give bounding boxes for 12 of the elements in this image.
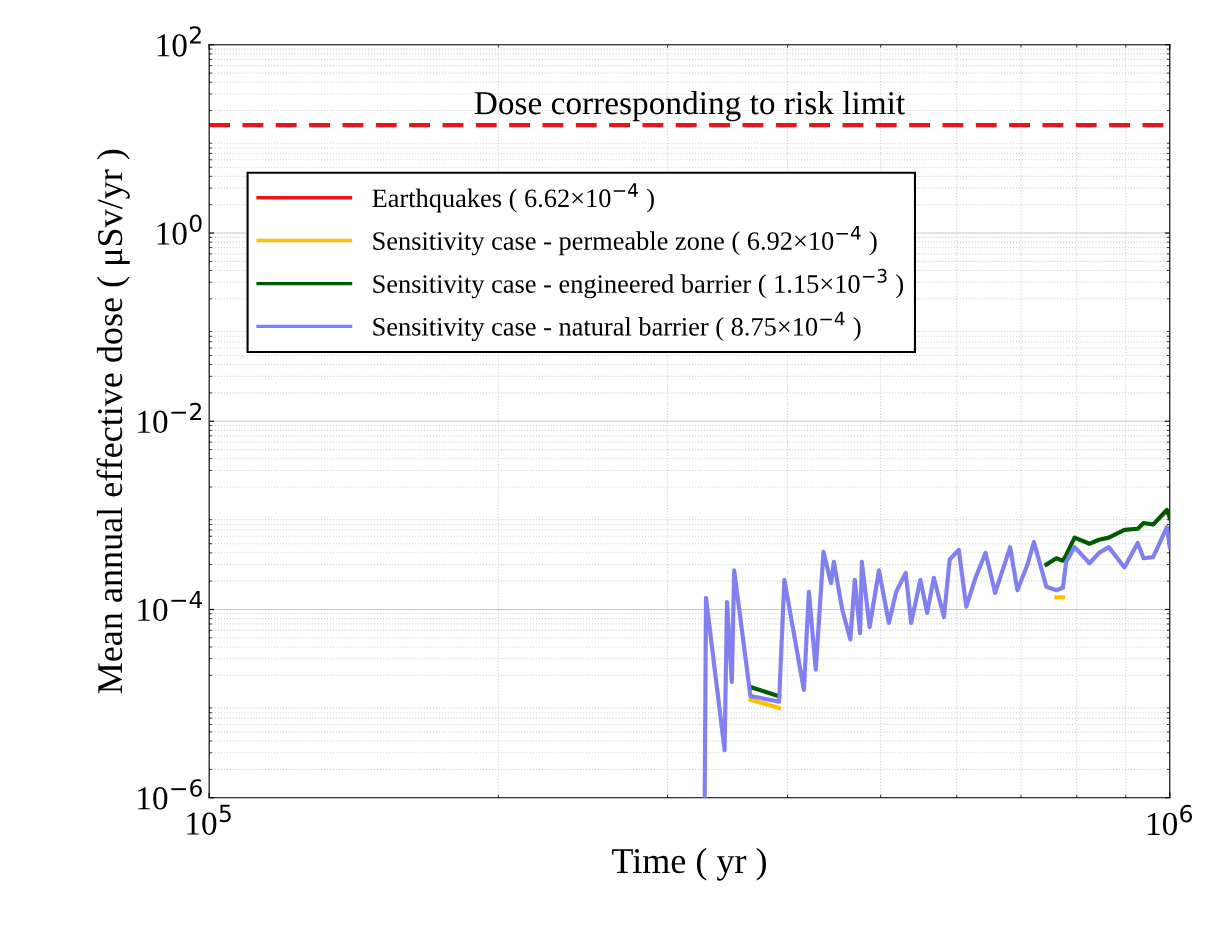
- ref-line-label: Dose corresponding to risk limit: [474, 90, 905, 122]
- y-tick-label: 10$^{2}$: [157, 26, 201, 57]
- x-axis-title: Time ( yr ): [612, 847, 766, 881]
- legend-label: Sensitivity case - permeable zone ( 6.92×10$^{−4}$ ): [373, 226, 877, 256]
- legend-label: Sensitivity case - natural barrier ( 8.75×10$^{−4}$ ): [373, 311, 861, 342]
- y-tick-label: 10$^{−4}$: [138, 591, 203, 622]
- y-tick-label: 10$^{0}$: [157, 214, 202, 245]
- legend-label: Earthquakes ( 6.62×10$^{−4}$ ): [372, 183, 654, 213]
- x-tick-label: 10$^{6}$: [1147, 804, 1192, 836]
- legend-label: Sensitivity case - engineered barrier ( 1.15×10$^{−3}$ ): [373, 268, 904, 299]
- y-axis-title: Mean annual effective dose ( μSv/yr ): [96, 149, 130, 694]
- y-tick-label: 10$^{−2}$: [138, 402, 201, 434]
